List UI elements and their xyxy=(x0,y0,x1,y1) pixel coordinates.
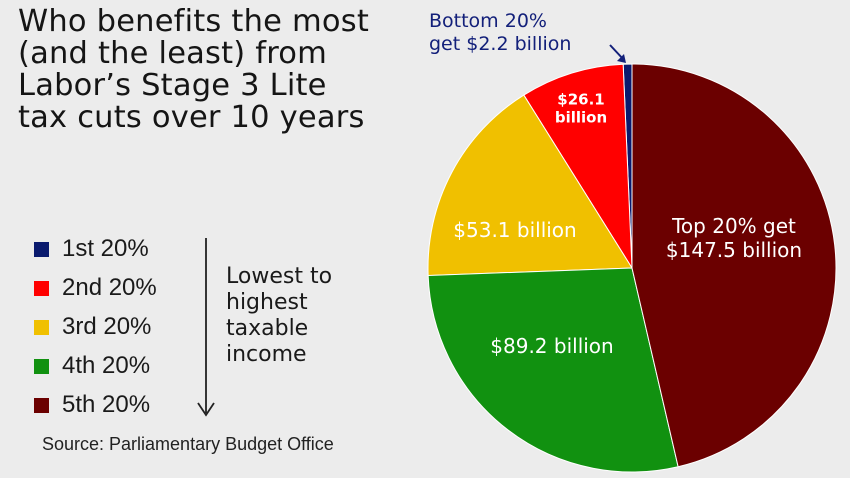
slice-label: billion xyxy=(555,108,607,126)
legend-note-line: income xyxy=(226,342,307,367)
legend-note-line: taxable xyxy=(226,316,309,341)
callout-arrowhead xyxy=(617,54,626,63)
legend-swatch xyxy=(34,281,49,296)
bottom-callout: Bottom 20% get $2.2 billion xyxy=(429,10,571,56)
pie-slice xyxy=(631,63,837,468)
slice-label: Top 20% get xyxy=(671,214,796,238)
source-note: Source: Parliamentary Budget Office xyxy=(42,434,334,454)
legend-note-line: highest xyxy=(226,290,308,315)
slice-label: $89.2 billion xyxy=(490,334,613,358)
pie-slice xyxy=(427,267,679,473)
chart-title-line: Who benefits the most xyxy=(18,4,369,39)
legend-label: 1st 20% xyxy=(62,235,149,262)
slice-label: $147.5 billion xyxy=(666,238,802,262)
slice-label: $26.1 xyxy=(557,90,604,108)
legend-label: 5th 20% xyxy=(62,391,151,418)
chart-title-line: tax cuts over 10 years xyxy=(18,100,365,135)
slice-label: $53.1 billion xyxy=(453,218,576,242)
chart-title: Who benefits the most (and the least) fr… xyxy=(18,6,418,134)
pie-slice xyxy=(427,94,633,277)
legend-note-line: Lowest to xyxy=(226,264,333,289)
legend-swatch xyxy=(34,242,49,257)
down-arrow-icon xyxy=(197,238,215,417)
chart-title-line: Labor’s Stage 3 Lite xyxy=(18,68,327,103)
legend-swatch xyxy=(34,320,49,335)
legend-swatch xyxy=(34,398,49,413)
legend-note: Lowest to highest taxable income xyxy=(226,264,332,368)
legend-label: 2nd 20% xyxy=(62,274,157,301)
chart-title-line: (and the least) from xyxy=(18,36,328,71)
legend-label: 3rd 20% xyxy=(62,313,152,340)
legend-swatch xyxy=(34,359,49,374)
pie-slice xyxy=(523,63,633,270)
callout-line: Bottom 20% xyxy=(429,10,547,32)
legend-label: 4th 20% xyxy=(62,352,151,379)
callout-line: get $2.2 billion xyxy=(429,33,572,55)
